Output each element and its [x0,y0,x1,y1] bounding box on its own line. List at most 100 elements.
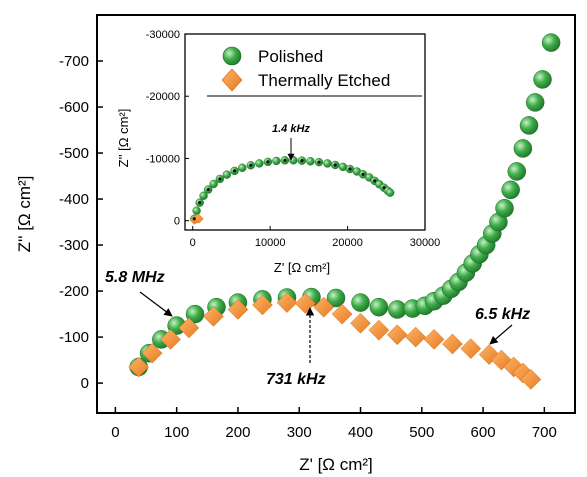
x-tick-label: 100 [164,424,189,441]
inset-background [185,34,425,230]
thermally-etched-point [331,303,353,325]
legend-label: Polished [258,47,323,66]
inset-x-axis-label: Z' [Ω cm²] [274,260,330,275]
y-tick-label: -700 [59,53,89,70]
thermally-etched-point [141,342,163,364]
inset-polished-point [222,170,232,179]
polished-point [533,70,552,89]
annotation-5-8-mhz: 5.8 MHz [105,269,173,317]
inset-polished-point [199,191,208,200]
thermally-etched-point [252,294,273,316]
x-tick-label: 600 [471,424,496,441]
y-tick-label: -500 [59,145,89,162]
inset-y-tick-label: -20000 [146,91,180,103]
annotation-label: 731 kHz [266,371,326,388]
annotation-arrow [139,291,173,317]
polished-point [513,139,533,158]
main-plot-frame [96,14,576,414]
y-tick-label: -400 [59,191,89,208]
x-tick-label: 300 [287,424,312,441]
inset-fit-dot [283,158,287,162]
inset-fit-dot [361,172,365,176]
inset-fit-dot [198,201,202,205]
thermally-etched-point [350,312,371,334]
thermally-etched-point [423,329,445,350]
thermally-etched-point [203,306,224,327]
x-tick-label: 400 [348,424,373,441]
polished-point [501,180,520,200]
thermally-etched-point [368,319,390,341]
y-tick-label: -200 [59,283,89,300]
thermally-etched-point [160,329,181,350]
polished-point [507,162,527,181]
thermally-etched-point [178,317,200,339]
inset-polished-point [255,159,264,168]
inset-fit-dot [373,179,377,183]
inset-polished-point [272,156,281,166]
inset-x-tick-label: 20000 [332,237,363,249]
x-tick-label: 200 [225,424,250,441]
inset-fit-dot [382,186,386,190]
inset-fit-dot [192,217,196,221]
inset-polished-point [238,163,247,172]
annotation-label: 5.8 MHz [105,269,165,286]
thermally-etched-point [313,296,335,318]
legend-marker-circle [222,46,242,66]
polished-point [185,304,205,324]
thermally-etched-point [227,299,249,320]
inset-series-layer [189,156,395,225]
y-tick-label: -100 [59,329,89,346]
inset-fit-dot [266,160,270,164]
thermally-etched-point [128,356,150,378]
thermally-etched-point [276,292,298,313]
thermally-etched-point [405,326,427,348]
main-axis-ticks: 0 100 200 300 400 500 600 700 0 -100 -200 -300 -400 -… [59,53,557,441]
main-series-layer [128,33,561,390]
inset-x-tick-label: 0 [190,237,196,249]
legend-label: Thermally Etched [258,71,390,90]
inset-plot-frame [184,33,426,231]
polished-point [351,293,370,312]
x-tick-label: 700 [532,424,557,441]
y-tick-label: -300 [59,237,89,254]
polished-point [541,33,561,52]
annotation-label: 6.5 kHz [475,306,530,323]
inset-y-tick-label: 0 [174,216,180,228]
inset-x-tick-label: 10000 [255,237,286,249]
thermally-etched-point [520,369,542,390]
x-tick-label: 0 [111,424,119,441]
annotation-6-5-khz: 6.5 kHz [475,306,530,345]
inset-fit-dot [300,159,304,163]
inset-polished-point [323,159,332,168]
legend-item-thermally-etched: Thermally Etched [221,68,390,92]
polished-point [369,297,389,317]
inset-fit-dot [218,177,222,181]
inset-polished-point [209,179,218,189]
thermally-etched-point [460,338,482,359]
thermally-etched-point [442,333,463,355]
y-tick-label: -600 [59,99,89,116]
polished-point [495,198,514,218]
x-tick-label: 500 [409,424,434,441]
polished-point [326,288,346,308]
annotation-731-khz: 731 kHz [266,307,326,388]
inset-polished-point [192,206,201,215]
inset-polished-point [338,162,348,172]
inset-polished-point [306,157,315,166]
inset-y-axis-label: Z'' [Ω cm²] [116,109,131,168]
polished-point [525,93,545,112]
inset-axis-ticks: 0 10000 20000 30000 0 -10000 -20000 -30000 [146,29,441,249]
inset-fit-dot [348,167,352,171]
legend-item-polished: Polished [222,46,323,66]
inset-fit-dot [249,163,253,167]
inset-thermally-etched-point [194,214,204,224]
inset-fit-dot [232,169,237,173]
annotation-1-4-khz: 1.4 kHz [272,123,310,161]
main-y-axis-label: Z'' [Ω cm²] [15,176,34,253]
inset-fit-dot [333,163,337,167]
annotation-arrow [489,324,513,345]
legend-marker-diamond [221,68,243,92]
inset-fit-dot [206,187,210,192]
main-x-axis-label: Z' [Ω cm²] [299,455,373,474]
